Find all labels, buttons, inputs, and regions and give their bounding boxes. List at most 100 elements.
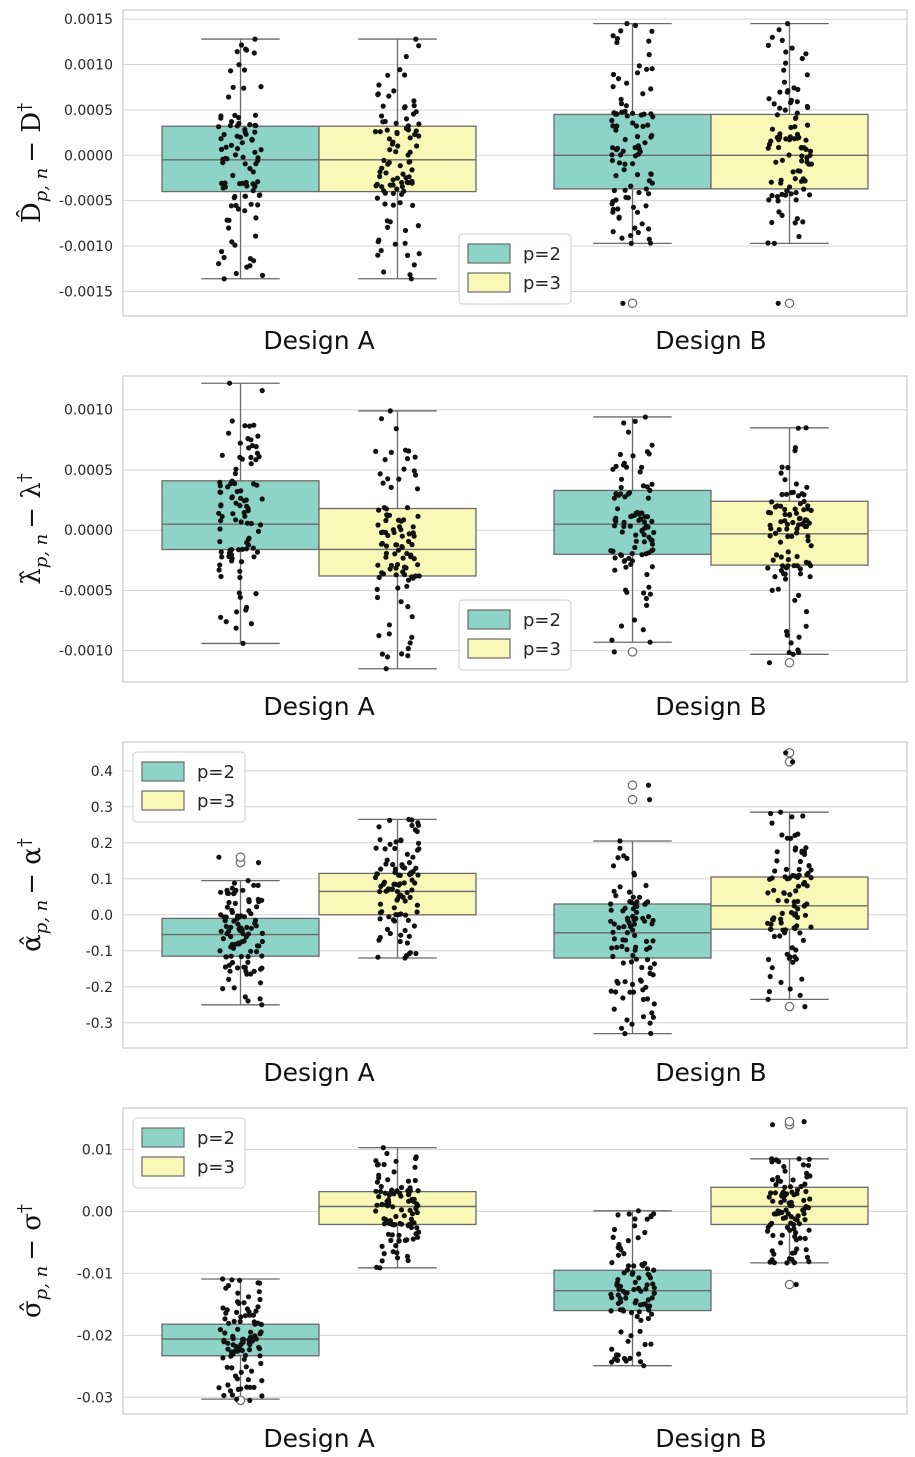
data-point — [626, 889, 633, 895]
data-point — [378, 541, 385, 547]
data-point — [405, 180, 411, 186]
data-point — [790, 519, 796, 526]
data-point — [238, 953, 244, 960]
data-point — [238, 495, 244, 501]
data-point — [247, 423, 253, 429]
data-point — [625, 917, 631, 923]
data-point — [795, 522, 802, 528]
data-point — [795, 906, 801, 912]
data-point — [801, 903, 807, 909]
data-point — [629, 551, 635, 557]
data-point — [409, 634, 415, 640]
legend-label: p=2 — [197, 1128, 235, 1149]
data-point — [237, 440, 243, 446]
data-point — [387, 182, 393, 188]
data-point — [645, 782, 652, 788]
data-point — [393, 426, 399, 432]
data-point — [624, 930, 631, 936]
data-point — [618, 623, 625, 629]
data-point — [382, 846, 388, 852]
data-point — [231, 985, 237, 991]
data-point — [609, 157, 616, 164]
data-point — [771, 101, 777, 107]
data-point — [642, 1341, 648, 1348]
data-point — [403, 912, 409, 918]
data-point — [393, 572, 399, 578]
data-point — [402, 1237, 408, 1243]
data-point — [611, 936, 618, 942]
data-point — [611, 1006, 617, 1012]
data-point — [230, 511, 236, 517]
data-point — [234, 609, 240, 615]
data-point — [806, 1259, 812, 1265]
data-point — [386, 631, 392, 637]
data-point — [806, 1227, 812, 1233]
data-point — [787, 134, 793, 140]
data-point — [649, 481, 655, 487]
data-point — [413, 128, 419, 134]
x-category-label: Design B — [655, 1424, 766, 1453]
data-point — [779, 832, 785, 838]
data-point — [788, 124, 794, 131]
data-point — [412, 1164, 418, 1170]
data-point — [787, 1184, 794, 1190]
data-point — [776, 209, 782, 215]
data-point — [406, 538, 412, 545]
data-point — [637, 516, 644, 522]
y-tick-label: 0.2 — [91, 836, 113, 852]
data-point — [236, 926, 242, 932]
data-point — [240, 1336, 246, 1342]
data-point — [631, 1286, 637, 1293]
data-point — [786, 1256, 793, 1262]
data-point — [624, 113, 630, 119]
data-point — [781, 79, 788, 85]
data-point — [613, 893, 619, 899]
data-point — [611, 649, 617, 655]
box-p3-design-b — [710, 1116, 869, 1290]
data-point — [385, 887, 391, 893]
data-point — [254, 904, 260, 910]
legend-label: p=3 — [523, 639, 561, 660]
data-point — [405, 1223, 411, 1229]
data-point — [796, 134, 802, 141]
data-point — [642, 1229, 648, 1236]
data-point — [613, 127, 619, 133]
data-point — [232, 900, 238, 907]
data-point — [381, 1251, 387, 1257]
box-p2-design-a — [161, 380, 320, 647]
data-point — [783, 866, 790, 873]
y-tick-label: -0.0010 — [59, 239, 113, 255]
data-point — [608, 1308, 614, 1314]
data-point — [412, 454, 418, 460]
data-point — [634, 909, 640, 915]
data-point — [406, 531, 412, 537]
data-point — [228, 142, 234, 148]
data-point — [391, 529, 397, 536]
data-point — [379, 651, 385, 657]
data-point — [643, 595, 650, 602]
data-point — [778, 554, 784, 560]
data-point — [790, 651, 796, 657]
y-tick-label: 0.0000 — [64, 148, 113, 164]
data-point — [637, 149, 643, 155]
data-point — [800, 176, 806, 182]
data-point — [384, 926, 391, 933]
data-point — [410, 524, 416, 530]
data-point — [808, 875, 814, 881]
data-point — [633, 1298, 639, 1304]
data-point — [638, 1288, 644, 1294]
data-point — [242, 208, 248, 214]
data-point — [257, 1296, 263, 1303]
data-point — [247, 256, 253, 262]
data-point — [625, 195, 632, 201]
data-point — [259, 938, 265, 945]
data-point — [615, 1277, 621, 1283]
data-point — [785, 88, 791, 94]
data-point — [388, 562, 395, 569]
data-point — [769, 193, 775, 199]
data-point — [784, 835, 790, 841]
data-point — [794, 216, 800, 222]
data-point — [795, 1213, 801, 1219]
data-point — [240, 887, 246, 893]
data-point — [615, 506, 621, 512]
